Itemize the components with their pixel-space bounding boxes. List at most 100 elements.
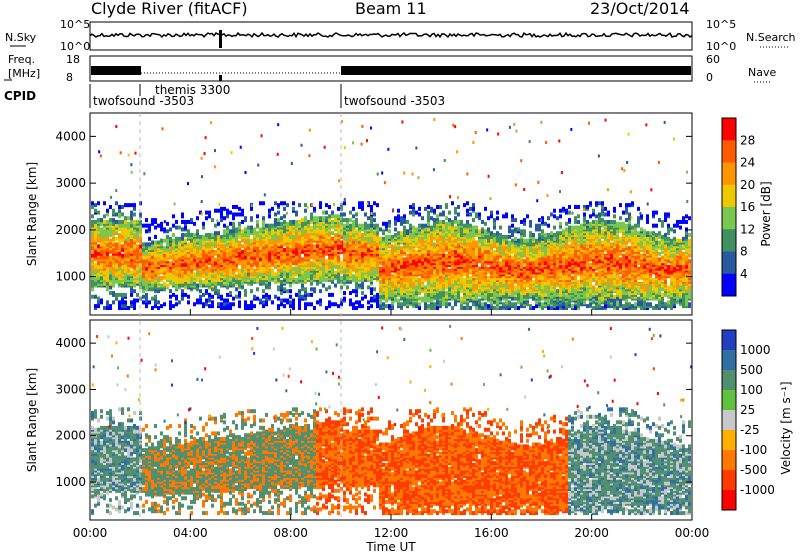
power-heatmap-cell	[388, 289, 391, 294]
power-heatmap-cell	[91, 214, 94, 219]
power-heatmap-cell	[202, 255, 205, 260]
power-heatmap-cell	[475, 225, 478, 230]
power-heatmap-cell	[121, 244, 124, 249]
power-heatmap-cell	[253, 268, 256, 273]
power-heatmap-cell	[163, 266, 166, 271]
power-heatmap-cell	[259, 261, 262, 266]
power-heatmap-cell	[286, 238, 289, 243]
power-heatmap-cell	[229, 268, 232, 273]
power-heatmap-cell	[373, 253, 376, 258]
power-heatmap-cell	[226, 242, 229, 247]
power-heatmap-cell	[427, 210, 430, 215]
power-heatmap-cell	[220, 294, 223, 299]
freq-trace	[91, 66, 691, 81]
power-heatmap-cell	[250, 238, 253, 243]
power-heatmap-cell	[271, 229, 274, 234]
power-heatmap-cell	[298, 298, 301, 303]
power-heatmap-cell	[403, 289, 406, 294]
power-heatmap-cell	[505, 285, 508, 290]
power-heatmap-cell	[442, 219, 445, 224]
power-heatmap-cell	[100, 264, 103, 269]
power-heatmap-cell	[277, 255, 280, 260]
power-heatmap-cell	[154, 240, 157, 245]
power-heatmap-cell	[475, 212, 478, 217]
power-heatmap-cells	[91, 117, 691, 310]
power-heatmap-cell	[202, 221, 205, 226]
power-heatmap-cell	[121, 248, 124, 253]
power-heatmap-cell	[331, 231, 334, 236]
power-heatmap-cell	[511, 259, 514, 264]
power-heatmap-cell	[91, 287, 94, 292]
power-heatmap-cell	[370, 219, 373, 224]
power-heatmap-cell	[460, 289, 463, 294]
power-heatmap-cell	[178, 236, 181, 241]
power-heatmap-cell	[328, 285, 331, 290]
power-heatmap-cell	[445, 291, 448, 296]
power-heatmap-cell	[472, 206, 475, 211]
power-heatmap-cell	[361, 291, 364, 296]
power-heatmap-cell	[523, 259, 526, 264]
power-heatmap-cell	[391, 234, 394, 239]
power-heatmap-cell	[430, 287, 433, 292]
power-heatmap-cell	[220, 206, 223, 211]
power-heatmap-cell	[91, 259, 94, 264]
power-heatmap-cell	[463, 255, 466, 260]
power-heatmap-cell	[265, 223, 268, 228]
power-heatmap-cell	[223, 223, 226, 228]
power-heatmap-cell	[478, 276, 481, 281]
power-heatmap-cell	[211, 218, 214, 223]
power-heatmap-cell	[166, 221, 169, 226]
power-heatmap-cell	[283, 287, 286, 292]
power-heatmap-cell	[385, 294, 388, 299]
power-heatmap-cell	[193, 302, 196, 307]
power-heatmap-cell	[166, 283, 169, 288]
power-heatmap-cell	[232, 264, 235, 269]
power-heatmap-cell	[361, 283, 364, 288]
power-heatmap-cell	[145, 218, 148, 223]
power-heatmap-cell	[145, 223, 148, 228]
power-heatmap-cell	[418, 206, 421, 211]
power-heatmap-cell	[493, 225, 496, 230]
power-heatmap-cell	[100, 249, 103, 254]
power-heatmap-cell	[493, 291, 496, 296]
power-heatmap-cell	[391, 259, 394, 264]
power-heatmap-cell	[172, 292, 175, 297]
power-heatmap-cell	[526, 238, 529, 243]
station-title: Clyde River (fitACF)	[91, 0, 248, 18]
power-heatmap-cell	[112, 208, 115, 213]
power-heatmap-cell	[367, 201, 370, 206]
power-heatmap-cell	[148, 264, 151, 269]
power-heatmap-cell	[202, 302, 205, 307]
power-heatmap-cell	[325, 287, 328, 292]
power-heatmap-cell	[262, 289, 265, 294]
power-heatmap-cell	[247, 255, 250, 260]
power-heatmap-cell	[247, 272, 250, 277]
power-heatmap-cell	[160, 227, 163, 232]
power-heatmap-cell	[172, 223, 175, 228]
power-heatmap-cell	[430, 216, 433, 221]
power-heatmap-cell	[130, 261, 133, 266]
power-heatmap-cell	[340, 212, 343, 217]
power-heatmap-cell	[520, 272, 523, 277]
power-heatmap-cell	[355, 285, 358, 290]
power-heatmap-cell	[304, 287, 307, 292]
nsky-top-tick: 10^5	[60, 18, 90, 31]
power-heatmap-cell	[94, 304, 97, 309]
power-heatmap-cell	[475, 300, 478, 305]
power-heatmap-cell	[397, 255, 400, 260]
nsky-trace	[89, 30, 693, 48]
power-heatmap-cell	[481, 302, 484, 307]
power-heatmap-cell	[448, 268, 451, 273]
power-heatmap-cell	[412, 234, 415, 239]
power-heatmap-cell	[481, 242, 484, 247]
power-heatmap-cell	[121, 212, 124, 217]
power-heatmap-cell	[328, 300, 331, 305]
power-heatmap-cell	[112, 268, 115, 273]
power-heatmap-cell	[307, 219, 310, 224]
power-heatmap-cell	[106, 300, 109, 305]
power-heatmap-cell	[382, 302, 385, 307]
power-heatmap-cell	[97, 234, 100, 239]
power-heatmap-cell	[133, 219, 136, 224]
power-heatmap-cell	[478, 272, 481, 277]
power-heatmap-cell	[529, 238, 532, 243]
